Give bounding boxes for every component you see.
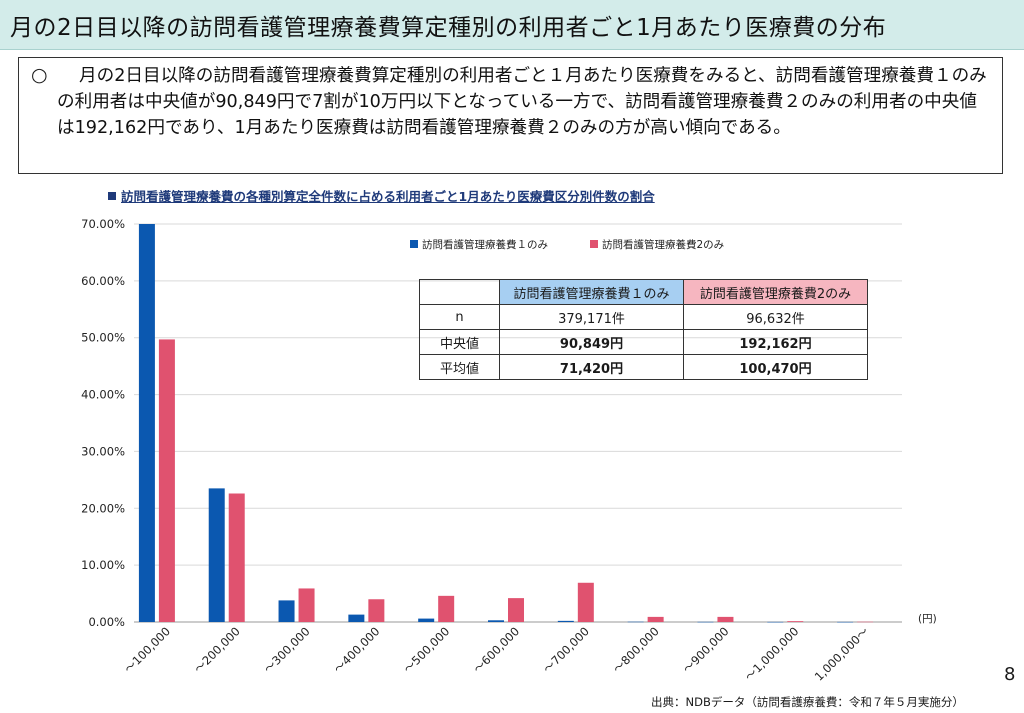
x-tick-label: ～700,000 [540,624,592,676]
page-number: 8 [1004,664,1016,685]
bar-type1 [697,621,714,623]
x-tick-label: ～600,000 [470,624,522,676]
y-tick-label: 60.00% [81,274,125,288]
y-tick-label: 10.00% [81,558,125,572]
stats-cell: 90,849円 [499,329,684,355]
x-tick-label: ～200,000 [191,624,243,676]
page-title: 月の2日目以降の訪問看護管理療養費算定種別の利用者ごと1月あたり医療費の分布 [10,15,887,41]
stats-row-median: 中央値 90,849円 192,162円 [419,329,868,355]
stats-cell: 379,171件 [499,304,684,330]
x-tick-label: ～400,000 [331,624,383,676]
bar-type1 [767,621,784,623]
bar-type1 [837,621,854,623]
stats-row-label: n [419,304,500,330]
stats-header-blank [419,279,500,305]
title-bar: 月の2日目以降の訪問看護管理療養費算定種別の利用者ごと1月あたり医療費の分布 [0,0,1024,50]
bar-type2 [717,616,734,622]
bar-type2 [158,339,175,622]
stats-table: 訪問看護管理療養費１のみ 訪問看護管理療養費2のみ n 379,171件 96,… [419,279,868,380]
stats-header-type2: 訪問看護管理療養費2のみ [683,279,868,305]
bar-type2 [298,588,315,622]
legend-label: 訪問看護管理療養費１のみ [422,238,548,251]
bar-type1 [557,620,574,622]
chart-heading-text: 訪問看護管理療養費の各種別算定全件数に占める利用者ごと1月あたり医療費区分別件数… [121,189,655,204]
summary-box: ○ 月の2日目以降の訪問看護管理療養費算定種別の利用者ごと１月あたり医療費をみる… [18,57,1003,174]
y-tick-label: 20.00% [81,501,125,515]
x-tick-label: ～100,000 [121,624,173,676]
legend-swatch [410,240,418,248]
bar-type2 [438,595,455,622]
bar-type1 [627,621,644,623]
summary-bullet: ○ [31,64,48,86]
bar-type2 [787,621,804,622]
source-note: 出典：NDBデータ（訪問看護療養費：令和７年５月実施分） [651,695,964,709]
stats-header-row: 訪問看護管理療養費１のみ 訪問看護管理療養費2のみ [419,279,868,305]
x-tick-label: ～500,000 [401,624,453,676]
x-tick-label: ～1,000,000 [742,624,801,683]
stats-row-n: n 379,171件 96,632件 [419,304,868,330]
bar-type2 [368,599,385,622]
bar-type2 [857,621,874,623]
legend-label: 訪問看護管理療養費2のみ [602,238,724,251]
y-tick-label: 50.00% [81,331,125,345]
x-tick-label: ～800,000 [610,624,662,676]
bar-type1 [488,620,504,622]
bar-type1 [208,488,225,622]
stats-cell: 71,420円 [499,354,684,380]
chart-heading: 訪問看護管理療養費の各種別算定全件数に占める利用者ごと1月あたり医療費区分別件数… [108,186,655,205]
bar-type1 [138,224,155,622]
stats-row-label: 平均値 [419,354,500,380]
y-tick-label: 40.00% [81,388,125,402]
stats-cell: 100,470円 [683,354,868,380]
unit-label: (円) [918,613,937,625]
stats-cell: 96,632件 [683,304,868,330]
bar-type1 [278,600,295,622]
bar-type2 [508,598,524,622]
x-tick-label: ～900,000 [680,624,732,676]
y-tick-label: 30.00% [81,444,125,458]
y-tick-label: 0.00% [88,615,125,629]
x-tick-label: ～300,000 [261,624,313,676]
square-bullet-icon [108,192,116,200]
stats-row-mean: 平均値 71,420円 100,470円 [419,354,868,380]
bar-type2 [577,582,594,622]
legend-swatch [590,240,598,248]
summary-text: 月の2日目以降の訪問看護管理療養費算定種別の利用者ごと１月あたり医療費をみると、… [57,66,987,138]
bar-type2 [647,616,664,622]
x-tick-label: 1,000,000～ [812,624,872,684]
stats-cell: 192,162円 [683,329,868,355]
y-tick-label: 70.00% [81,217,125,231]
bar-type2 [228,493,245,622]
stats-header-type1: 訪問看護管理療養費１のみ [499,279,684,305]
bar-type1 [348,614,365,622]
stats-row-label: 中央値 [419,329,500,355]
bar-type1 [418,618,435,622]
